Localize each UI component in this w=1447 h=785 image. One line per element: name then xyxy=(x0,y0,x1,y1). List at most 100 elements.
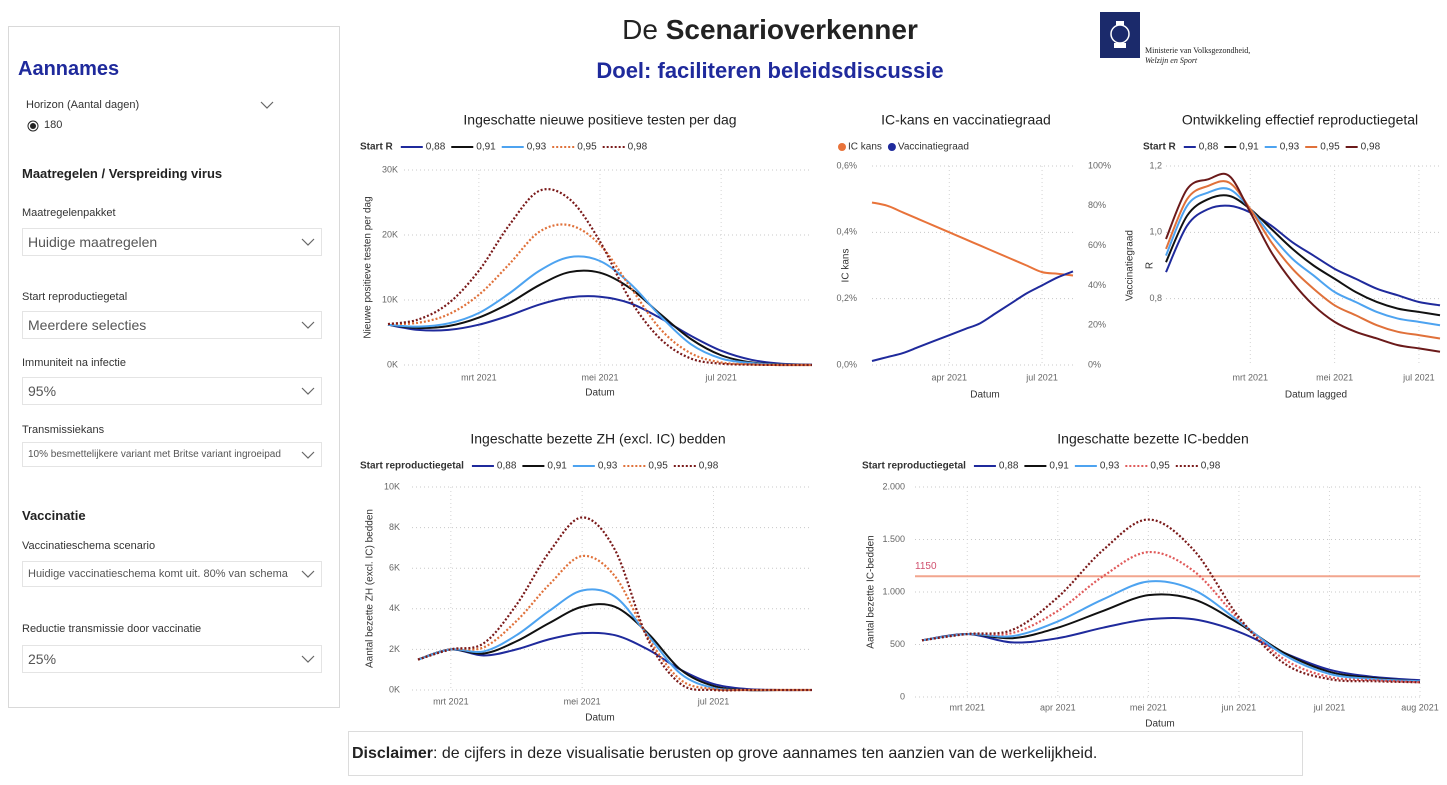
legend-label: 0,98 xyxy=(699,461,719,472)
y-tick-label: 60% xyxy=(1088,240,1106,250)
legend-label: 0,91 xyxy=(1049,461,1069,472)
legend-title: Start reproductiegetal xyxy=(862,461,966,472)
x-axis-title: Datum xyxy=(970,390,999,401)
y-tick-label: 0K xyxy=(387,359,398,369)
legend-label: 0,95 xyxy=(1150,461,1170,472)
legend-label: 0,93 xyxy=(527,142,547,153)
series-line xyxy=(921,593,1421,683)
y-tick-label: 20% xyxy=(1088,320,1106,330)
x-tick-label: aug 2021 xyxy=(1401,702,1439,712)
series-line xyxy=(871,270,1074,362)
dropdown[interactable]: Huidige maatregelen xyxy=(22,228,322,256)
legend-label: Vaccinatiegraad xyxy=(898,142,969,153)
x-axis-title: Datum xyxy=(1145,719,1174,730)
legend-label: 0,95 xyxy=(577,142,597,153)
chevron xyxy=(301,451,315,459)
legend-title: Start R xyxy=(360,142,394,153)
title-prefix: De xyxy=(622,14,658,45)
x-tick-label: mrt 2021 xyxy=(461,372,497,382)
y-tick-label: 40% xyxy=(1088,280,1106,290)
dropdown[interactable]: 10% besmettelijkere variant met Britse v… xyxy=(22,442,322,467)
legend-label: 0,88 xyxy=(1199,142,1219,153)
series-line xyxy=(871,201,1074,277)
legend-label: 0,98 xyxy=(1201,461,1221,472)
dropdown[interactable]: Meerdere selecties xyxy=(22,311,322,339)
series-line xyxy=(417,588,812,692)
y-tick-label: 4K xyxy=(389,603,400,613)
y-axis-title: Aantal bezette ZH (excl. IC) bedden xyxy=(365,509,376,668)
y-tick-label: 2.000 xyxy=(882,481,905,491)
y-tick-label: 80% xyxy=(1088,200,1106,210)
y-tick-label: 500 xyxy=(890,639,905,649)
field-label: Reductie transmissie door vaccinatie xyxy=(22,623,202,635)
ministry-line: Welzijn en Sport xyxy=(1145,56,1198,65)
x-tick-label: apr 2021 xyxy=(932,372,968,382)
sidebar xyxy=(8,26,340,708)
y-tick-label: 0% xyxy=(1088,359,1101,369)
y-tick-label: 2K xyxy=(389,644,400,654)
series-line xyxy=(417,554,812,692)
y-tick-label: 0K xyxy=(389,684,400,694)
y-axis-title: Nieuwe positieve testen per dag xyxy=(363,196,374,338)
x-axis-title: Datum lagged xyxy=(1285,390,1347,401)
y-tick-label: 8K xyxy=(389,522,400,532)
x-axis-title: Datum xyxy=(585,388,614,399)
dropdown-value: 25% xyxy=(28,651,57,667)
radio[interactable] xyxy=(27,120,39,132)
chevron[interactable] xyxy=(260,101,274,110)
series-line xyxy=(921,518,1421,684)
x-tick-label: mei 2021 xyxy=(1130,702,1167,712)
chart-title: Ingeschatte bezette ZH (excl. IC) bedden xyxy=(470,431,725,447)
legend-title: Start reproductiegetal xyxy=(360,461,464,472)
legend-label: 0,88 xyxy=(426,142,446,153)
x-tick-label: jul 2021 xyxy=(1025,372,1058,382)
series-line xyxy=(1165,194,1441,317)
dropdown[interactable]: Huidige vaccinatieschema komt uit. 80% v… xyxy=(22,561,322,587)
series-line xyxy=(921,550,1421,684)
y-tick-label: 20K xyxy=(382,229,398,239)
legend-label: IC kans xyxy=(848,142,882,153)
field-label: Maatregelenpakket xyxy=(22,207,116,219)
chart-title: Ontwikkeling effectief reproductiegetal xyxy=(1182,112,1418,128)
x-tick-label: jul 2021 xyxy=(697,696,730,706)
page-subtitle: Doel: faciliteren beleidsdiscussie xyxy=(596,58,944,83)
y-tick-label: 10K xyxy=(382,294,398,304)
chevron xyxy=(301,570,315,578)
chart-title: IC-kans en vaccinatiegraad xyxy=(881,112,1051,128)
y-tick-label: 10K xyxy=(384,481,400,491)
y-tick-label: 0,0% xyxy=(836,359,857,369)
title-bold: Scenarioverkenner xyxy=(665,14,918,45)
y-tick-label: 6K xyxy=(389,563,400,573)
page-title: De Scenarioverkenner xyxy=(520,14,1020,46)
y-axis-title: Aantal bezette IC-bedden xyxy=(866,535,877,648)
disclaimer-bold: Disclaimer xyxy=(352,745,433,762)
legend-label: 0,98 xyxy=(628,142,648,153)
x-tick-label: mrt 2021 xyxy=(950,702,986,712)
y-tick-label: 0 xyxy=(900,691,905,701)
horizon-label[interactable]: Horizon (Aantal dagen) xyxy=(26,99,140,111)
series-line xyxy=(1165,172,1441,353)
series-line xyxy=(1165,180,1441,340)
disclaimer: Disclaimer: de cijfers in deze visualisa… xyxy=(348,731,1303,776)
series-line xyxy=(417,516,812,692)
series-line xyxy=(387,255,813,366)
dropdown[interactable]: 25% xyxy=(22,645,322,673)
x-tick-label: jul 2021 xyxy=(704,372,737,382)
section-title: Vaccinatie xyxy=(22,508,86,523)
reference-label: 1150 xyxy=(915,561,937,572)
field-label: Transmissiekans xyxy=(22,424,105,436)
x-tick-label: jun 2021 xyxy=(1221,702,1257,712)
y-tick-label: 1.500 xyxy=(882,534,905,544)
dropdown[interactable]: 95% xyxy=(22,377,322,405)
legend-swatch xyxy=(887,143,896,151)
legend-title: Start R xyxy=(1143,142,1177,153)
legend-label: 0,91 xyxy=(547,461,567,472)
legend-label: 0,95 xyxy=(648,461,668,472)
y-tick-label: 0,2% xyxy=(836,293,857,303)
y-tick-label: 100% xyxy=(1088,160,1111,170)
legend-label: 0,93 xyxy=(598,461,618,472)
ministry-name: Ministerie van Volksgezondheid, Welzijn … xyxy=(1145,46,1250,66)
y-axis-title: IC kans xyxy=(841,249,852,283)
